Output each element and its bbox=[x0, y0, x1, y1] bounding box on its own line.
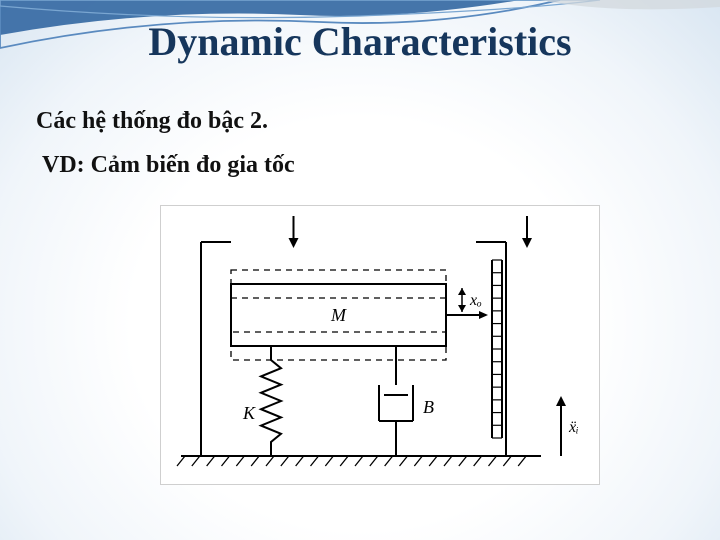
svg-text:xₒ: xₒ bbox=[469, 292, 482, 309]
slide-subtitle: Các hệ thống đo bậc 2. bbox=[36, 108, 268, 135]
slide-subsubtitle: VD: Cảm biến đo gia tốc bbox=[42, 152, 295, 179]
svg-text:M: M bbox=[330, 305, 347, 325]
diagram-svg: Mxₒ K Bẍᵢ bbox=[161, 206, 601, 486]
slide-title: Dynamic Characteristics bbox=[0, 18, 720, 65]
accelerometer-diagram: Mxₒ K Bẍᵢ bbox=[160, 205, 600, 485]
svg-text:ẍᵢ: ẍᵢ bbox=[568, 419, 579, 436]
slide: Dynamic Characteristics Các hệ thống đo … bbox=[0, 0, 720, 540]
svg-text:B: B bbox=[423, 397, 434, 417]
svg-text:K: K bbox=[242, 403, 256, 423]
